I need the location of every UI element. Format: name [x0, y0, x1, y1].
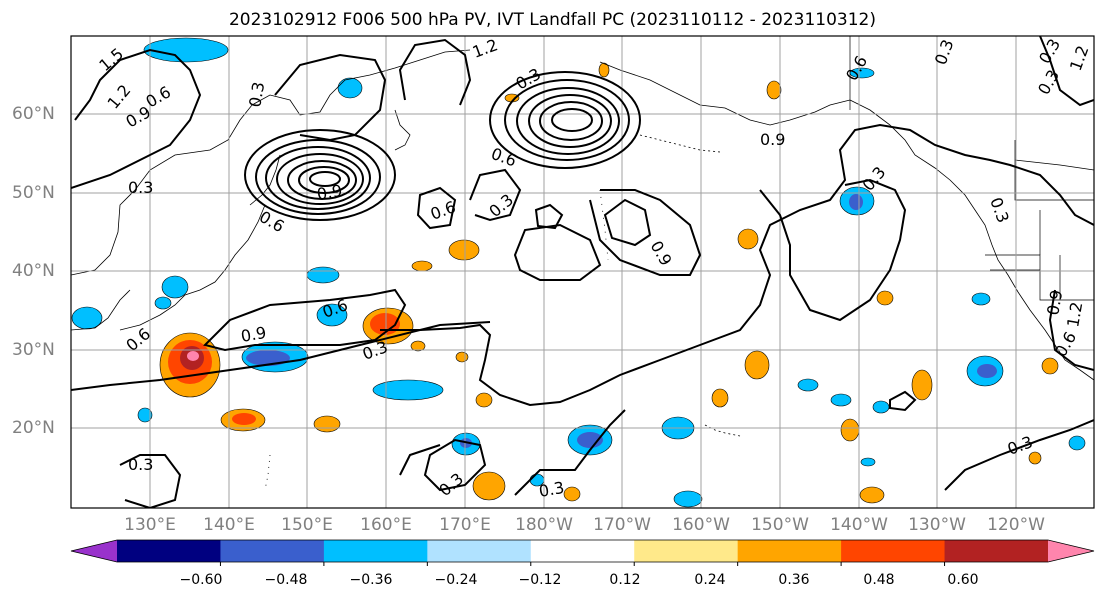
colorbar-extend-low: [71, 540, 117, 562]
lon-label-140e: 140°E: [203, 515, 255, 535]
contour-label: 0.3: [1034, 66, 1063, 98]
lon-label-180w: 180°W: [515, 515, 573, 535]
colorbar-segment: [841, 540, 946, 562]
colorbar-segment: [737, 540, 842, 562]
contour-label: 0.9: [239, 323, 267, 346]
contour-label: 0.6: [1051, 328, 1080, 360]
lon-label-140w: 140°W: [830, 515, 888, 535]
contour-label: 0.3: [128, 178, 153, 197]
lat-label-20n: 20°N: [12, 418, 55, 438]
contour-label: 0.3: [537, 478, 565, 501]
contour-label: 0.3: [513, 64, 545, 93]
lon-label-120w: 120°W: [987, 515, 1045, 535]
colorbar-segment: [117, 540, 221, 562]
contour-label: 0.3: [245, 80, 268, 108]
lon-label-150w: 150°W: [751, 515, 809, 535]
lat-label-60n: 60°N: [12, 104, 55, 124]
contour-label: 0.3: [1035, 35, 1064, 67]
contour-label: 1.2: [470, 35, 500, 62]
colorbar-segment: [634, 540, 739, 562]
colorbar-outline: [70, 539, 1095, 563]
lon-label-130w: 130°W: [908, 515, 966, 535]
lon-label-130e: 130°E: [124, 515, 176, 535]
colorbar-tick: 0.48: [863, 572, 895, 588]
lon-label-170w: 170°W: [593, 515, 651, 535]
colorbar-tick: −0.24: [434, 572, 478, 588]
contour-label: 0.9: [1043, 288, 1066, 316]
lon-label-150e: 150°E: [281, 515, 333, 535]
contour-label: 0.6: [842, 52, 871, 84]
contour-label: 0.3: [435, 469, 467, 500]
contour-label: 1.5: [95, 44, 127, 75]
contour-label: 0.6: [256, 207, 288, 236]
contour-label: 0.3: [931, 37, 958, 67]
contour-label: 0.3: [986, 195, 1013, 225]
colorbar-extend-high: [1048, 540, 1094, 562]
lon-label-170e: 170°E: [439, 515, 491, 535]
contour-label: 0.3: [485, 190, 517, 221]
colorbar-tick: 0.36: [778, 572, 810, 588]
contour-label: 0.6: [428, 197, 458, 224]
contour-label: 1.2: [104, 81, 135, 113]
colorbar-tick: 0.24: [694, 572, 726, 588]
lon-label-160e: 160°E: [360, 515, 412, 535]
contour-label: 1.2: [1066, 43, 1093, 73]
colorbar-tick: −0.60: [179, 572, 223, 588]
lon-label-160w: 160°W: [672, 515, 730, 535]
contour-label: 0.9: [647, 238, 676, 270]
colorbar-tick: −0.48: [264, 572, 308, 588]
colorbar-tick: −0.36: [349, 572, 393, 588]
gridlines: [71, 36, 1094, 508]
map-title: 2023102912 F006 500 hPa PV, IVT Landfall…: [228, 10, 876, 30]
pv-contours: [71, 36, 1094, 508]
colorbar-tick: 0.12: [609, 572, 641, 588]
colorbar-segment: [220, 540, 325, 562]
contour-label: 0.6: [489, 144, 519, 171]
contour-label: 0.3: [128, 455, 153, 474]
colorbar-tick: −0.12: [518, 572, 562, 588]
colorbar-segment: [530, 540, 635, 562]
map-frame: [70, 35, 1095, 509]
colorbar-segment: [427, 540, 532, 562]
shaded-anomalies: [71, 37, 1086, 508]
lat-label-30n: 30°N: [12, 340, 55, 360]
borders: [849, 36, 1094, 301]
contour-label: 0.9: [315, 181, 343, 204]
colorbar-tick: 0.60: [947, 572, 979, 588]
colorbar-segment: [944, 540, 1049, 562]
lat-label-40n: 40°N: [12, 261, 55, 281]
contour-label: 0.9: [760, 130, 785, 149]
colorbar: [70, 539, 1095, 566]
colorbar-segment: [323, 540, 428, 562]
contour-label: 1.2: [1063, 300, 1086, 328]
lat-label-50n: 50°N: [12, 183, 55, 203]
